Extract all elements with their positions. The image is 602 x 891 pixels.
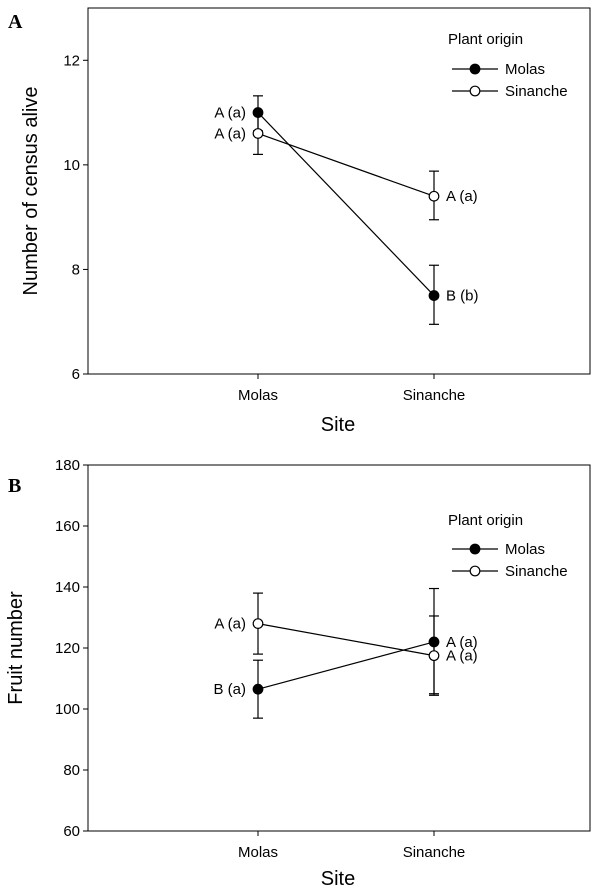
legend: Plant origin Molas Sinanche [448, 512, 568, 580]
legend: Plant origin Molas Sinanche [448, 31, 568, 100]
series-line [257, 641, 435, 690]
y-tick-label: 120 [55, 640, 80, 657]
data-point [428, 290, 440, 301]
legend-marker [469, 85, 481, 97]
point-annotation: A (a) [446, 188, 478, 205]
x-axis-title: Site [321, 868, 355, 890]
point-annotation: A (a) [214, 105, 246, 122]
legend-label: Sinanche [505, 563, 568, 580]
panel-a: A 6 8 10 12 Molas Sinanche Site Number of census… [8, 7, 591, 436]
y-tick-label: 8 [72, 261, 80, 278]
y-axis-title: Fruit number [5, 591, 27, 705]
y-tick-label: 6 [72, 366, 80, 383]
point-annotation: B (a) [213, 681, 246, 698]
plot-frame [87, 7, 591, 375]
legend-marker [469, 63, 481, 75]
legend-label: Molas [505, 541, 545, 558]
y-tick-label: 160 [55, 518, 80, 535]
data-point [252, 683, 264, 695]
legend-marker [469, 565, 481, 577]
legend-title: Plant origin [448, 512, 523, 529]
y-tick-label: 100 [55, 701, 80, 718]
x-axis-title: Site [321, 414, 355, 436]
x-tick-label: Molas [238, 387, 278, 404]
point-annotation: A (a) [214, 616, 246, 633]
y-tick-label: 10 [63, 157, 80, 174]
y-tick-label: 140 [55, 579, 80, 596]
series-line [257, 112, 435, 296]
y-tick-label: 12 [63, 52, 80, 69]
legend-title: Plant origin [448, 31, 523, 48]
panel-letter: B [8, 475, 21, 497]
series-sinanche: A (a)A (a) [214, 592, 478, 696]
point-annotation: A (a) [214, 125, 246, 142]
x-tick-label: Sinanche [403, 844, 466, 861]
panel-letter: A [8, 11, 23, 33]
data-point [252, 618, 264, 629]
y-tick-label: 180 [55, 457, 80, 474]
data-point [252, 128, 264, 139]
legend-label: Sinanche [505, 83, 568, 100]
x-tick-label: Molas [238, 844, 278, 861]
point-annotation: A (a) [446, 648, 478, 665]
y-tick-label: 80 [63, 762, 80, 779]
data-point [428, 650, 440, 662]
y-axis-title: Number of census alive [20, 87, 42, 296]
x-tick-label: Sinanche [403, 387, 466, 404]
y-tick-label: 60 [63, 823, 80, 840]
series-line [257, 623, 435, 657]
legend-label: Molas [505, 61, 545, 78]
series-line [257, 132, 435, 197]
legend-marker [469, 543, 481, 555]
series-sinanche: A (a) A (a) [214, 111, 478, 221]
point-annotation: A (a) [446, 634, 478, 651]
panel-b: B 60 80 100 120 140 160 180 Molas Sinanche Site Fru… [5, 457, 591, 890]
data-point [428, 190, 440, 202]
point-annotation: B (b) [446, 288, 479, 305]
